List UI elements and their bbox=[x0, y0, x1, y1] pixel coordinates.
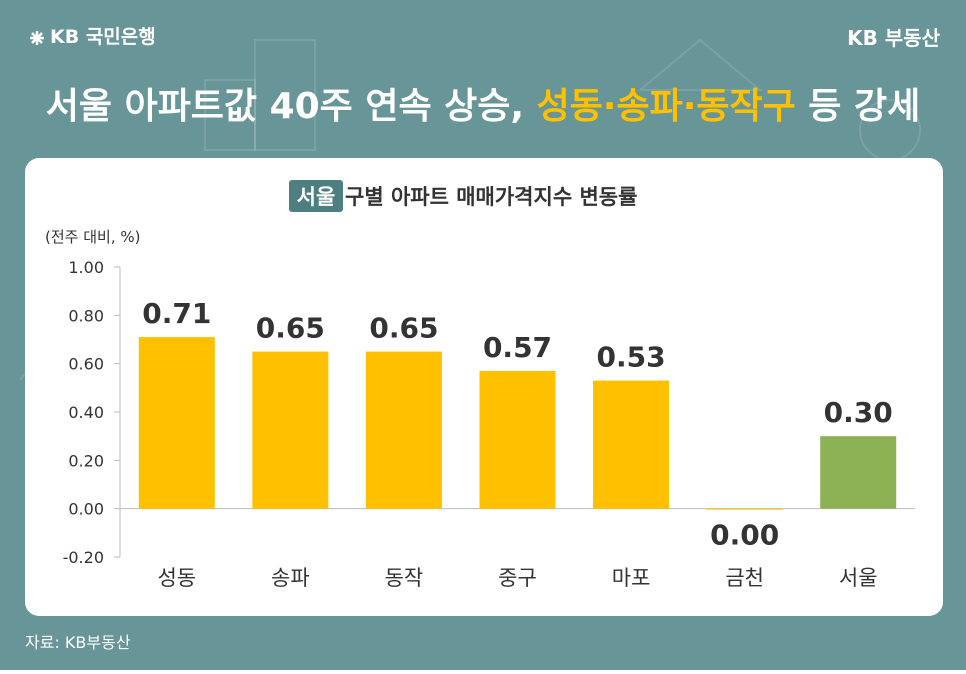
brand: KB 부동산 bbox=[847, 26, 941, 50]
headline-end: 등 강세 bbox=[796, 86, 920, 127]
bar bbox=[252, 351, 329, 509]
bar bbox=[706, 508, 783, 510]
chart-title-group: 서울 구별 아파트 매매가격지수 변동률 bbox=[289, 180, 637, 212]
value-label: 0.65 bbox=[369, 312, 438, 345]
y-tick-label: 1.00 bbox=[68, 258, 104, 277]
y-tick-label: -0.20 bbox=[63, 548, 104, 567]
source: 자료: KB부동산 bbox=[25, 633, 131, 652]
y-axis-label: (전주 대비, %) bbox=[45, 228, 140, 246]
y-tick-label: 0.80 bbox=[68, 306, 104, 325]
y-tick-label: 0.00 bbox=[68, 500, 104, 519]
chart-title-highlight-box bbox=[289, 180, 343, 212]
logo: KB 국민은행 bbox=[30, 26, 156, 48]
x-tick-label: 금천 bbox=[725, 566, 764, 590]
bar bbox=[820, 436, 897, 509]
bar bbox=[479, 370, 556, 509]
bar bbox=[138, 337, 215, 509]
value-label: 0.30 bbox=[824, 396, 893, 429]
x-tick-label: 중구 bbox=[498, 566, 537, 590]
chart-title: 구별 아파트 매매가격지수 변동률 bbox=[345, 185, 637, 209]
x-tick-label: 송파 bbox=[271, 566, 310, 590]
x-tick-label: 마포 bbox=[612, 566, 651, 590]
headline-start: 서울 아파트값 40주 연속 상승, bbox=[46, 86, 537, 127]
x-tick-label: 성동 bbox=[157, 566, 196, 590]
bar bbox=[593, 380, 670, 509]
y-tick-label: 0.60 bbox=[68, 355, 104, 374]
headline: 서울 아파트값 40주 연속 상승, 성동·송파·동작구 등 강세 bbox=[46, 86, 920, 127]
logo-text: KB 국민은행 bbox=[50, 26, 156, 48]
logo-icon bbox=[30, 31, 44, 45]
value-label: 0.53 bbox=[597, 341, 666, 374]
value-label: 0.65 bbox=[256, 312, 325, 345]
y-tick-label: 0.40 bbox=[68, 403, 104, 422]
headline-highlight: 성동·송파·동작구 bbox=[537, 86, 796, 127]
value-label: 0.71 bbox=[142, 297, 211, 330]
chart-title-highlight: 서울 bbox=[297, 185, 336, 209]
value-label: 0.57 bbox=[483, 331, 552, 364]
value-label: 0.00 bbox=[710, 519, 779, 552]
y-tick-label: 0.20 bbox=[68, 451, 104, 470]
bar bbox=[365, 351, 442, 509]
x-tick-label: 서울 bbox=[839, 566, 878, 590]
x-tick-label: 동작 bbox=[385, 566, 424, 590]
